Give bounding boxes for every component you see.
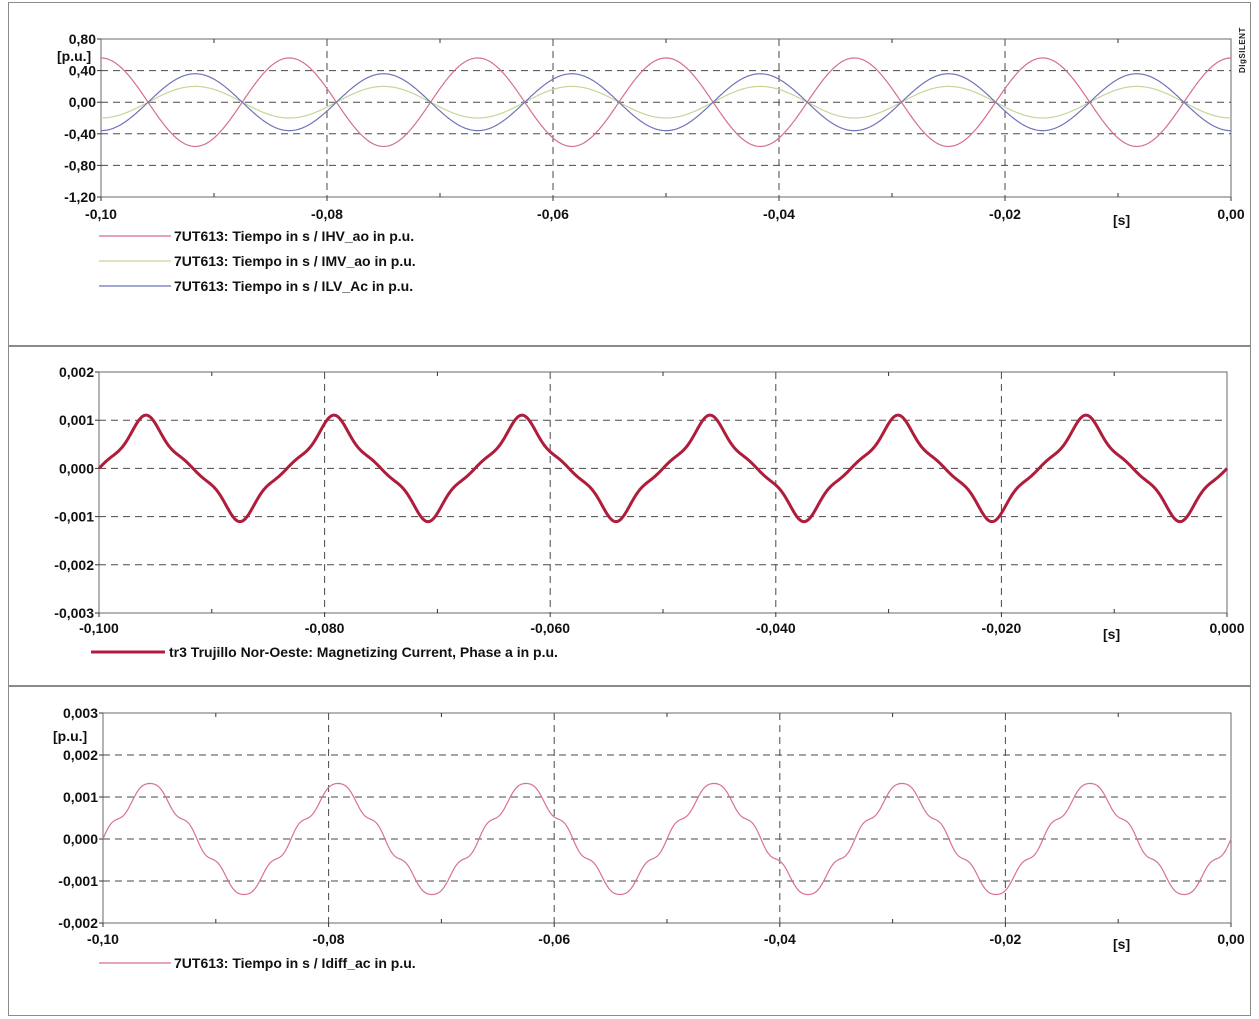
legend-label: 7UT613: Tiempo in s / IHV_ao in p.u. — [174, 228, 414, 244]
x-tick-label: -0,04 — [763, 206, 795, 222]
x-tick-label: 0,00 — [1217, 206, 1244, 222]
x-unit-label: [s] — [1113, 936, 1130, 952]
x-tick-label: -0,100 — [79, 620, 119, 636]
legend-label: 7UT613: Tiempo in s / Idiff_ac in p.u. — [174, 955, 416, 971]
x-tick-label: -0,080 — [305, 620, 345, 636]
x-tick-label: -0,04 — [764, 931, 796, 947]
y-unit-label: [p.u.] — [57, 48, 91, 64]
series-line-1 — [102, 782, 1232, 896]
y-tick-label: 0,003 — [63, 705, 98, 721]
x-tick-label: -0,02 — [989, 206, 1021, 222]
y-tick-label: -0,001 — [54, 509, 94, 525]
x-tick-label: -0,06 — [537, 206, 569, 222]
x-tick-label: 0,00 — [1217, 931, 1244, 947]
series-line-1 — [100, 57, 1232, 148]
y-unit-label: [p.u.] — [53, 728, 87, 744]
x-tick-label: -0,020 — [982, 620, 1022, 636]
y-tick-label: -0,001 — [58, 873, 98, 889]
y-tick-label: 0,000 — [59, 460, 94, 476]
legend-label: 7UT613: Tiempo in s / ILV_Ac in p.u. — [174, 278, 413, 294]
chart-1-svg: 0,80 0,40 0,00 -0,40 -0,80 -1,20-0,10 -0,08 -0,… — [57, 27, 1247, 294]
x-tick-label: -0,060 — [530, 620, 570, 636]
y-tick-label: 0,002 — [63, 747, 98, 763]
y-tick-label: 0,40 — [69, 63, 96, 79]
chart-3-svg: 0,003 0,002 0,001 0,000 -0,001 -0,002-0,10 -0,… — [53, 705, 1245, 971]
x-tick-label: -0,08 — [311, 206, 343, 222]
plot-frame — [98, 371, 1228, 614]
chart-panel-1: 0,80 0,40 0,00 -0,40 -0,80 -1,20 -0,10 -0,08 -0,… — [8, 2, 1251, 346]
y-tick-label: 0,001 — [63, 789, 98, 805]
legend-label: 7UT613: Tiempo in s / IMV_ao in p.u. — [174, 253, 416, 269]
chart-2-svg: 0,002 0,001 0,000 -0,001 -0,002 -0,003-0,100 -… — [54, 364, 1244, 660]
y-tick-label: 0,001 — [59, 412, 94, 428]
y-tick-label: -0,002 — [58, 915, 98, 931]
x-tick-label: -0,06 — [538, 931, 570, 947]
series-line-1 — [97, 413, 1229, 524]
x-tick-label: -0,040 — [756, 620, 796, 636]
y-tick-label: 0,002 — [59, 364, 94, 380]
series-line-3 — [100, 73, 1232, 132]
x-tick-label: -0,10 — [85, 206, 117, 222]
y-tick-label: 0,00 — [69, 94, 96, 110]
x-tick-label: -0,10 — [87, 931, 119, 947]
chart-panel-2: 0,002 0,001 0,000 -0,001 -0,002 -0,003 -0,100 -… — [8, 346, 1251, 686]
y-tick-label: -1,20 — [64, 189, 96, 205]
x-unit-label: [s] — [1103, 626, 1120, 642]
x-tick-label: -0,02 — [989, 931, 1021, 947]
x-tick-label: 0,000 — [1209, 620, 1244, 636]
y-tick-label: 0,000 — [63, 831, 98, 847]
y-tick-label: -0,40 — [64, 126, 96, 142]
digsilent-logo: DIgSILENT — [1238, 27, 1247, 73]
x-unit-label: [s] — [1113, 212, 1130, 228]
y-tick-label: -0,80 — [64, 157, 96, 173]
series-line-2 — [100, 85, 1232, 119]
y-tick-label: 0,80 — [69, 31, 96, 47]
legend-label: tr3 Trujillo Nor-Oeste: Magnetizing Curr… — [169, 644, 558, 660]
x-tick-label: -0,08 — [313, 931, 345, 947]
y-tick-label: -0,002 — [54, 557, 94, 573]
y-tick-label: -0,003 — [54, 605, 94, 621]
plot-frame — [102, 712, 1232, 924]
chart-panel-3: 0,003 0,002 0,001 0,000 -0,001 -0,002 -0,10 -0,… — [8, 686, 1251, 1016]
